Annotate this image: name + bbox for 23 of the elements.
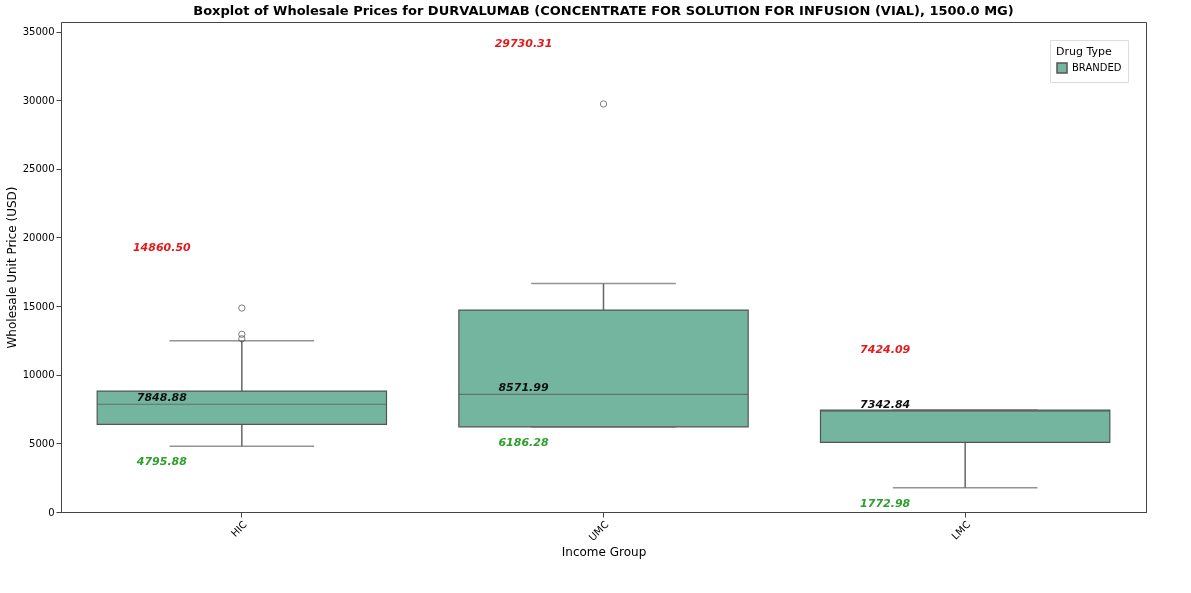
- legend-title: Drug Type: [1056, 45, 1112, 58]
- y-tick-label: 5000: [29, 437, 55, 449]
- x-axis-title: Income Group: [561, 544, 647, 559]
- annotation: 14860.50: [132, 241, 192, 255]
- chart-title: Boxplot of Wholesale Prices for DURVALUMAB (CONCENTRATE FOR SOLUTION FOR INFUSION (VIAL), 1500.0 MG): [193, 3, 1014, 18]
- y-tick-label: 30000: [22, 94, 55, 106]
- annotation: 7424.09: [860, 343, 911, 357]
- annotation: 7342.84: [860, 398, 911, 412]
- y-tick-label: 0: [48, 506, 55, 518]
- x-tick-label: HIC: [228, 518, 249, 539]
- annotation: 6186.28: [498, 436, 549, 450]
- y-axis-title: Wholesale Unit Price (USD): [4, 186, 19, 349]
- y-tick-label: 25000: [22, 163, 55, 175]
- y-tick-label: 20000: [22, 231, 55, 243]
- annotation: 7848.88: [136, 391, 188, 405]
- annotation: 29730.31: [494, 36, 553, 50]
- legend-label: BRANDED: [1072, 62, 1122, 73]
- y-tick-label: 10000: [22, 369, 55, 381]
- annotation: 1772.98: [860, 496, 911, 510]
- annotation: 4795.88: [135, 455, 188, 469]
- y-tick-label: 15000: [22, 300, 55, 312]
- annotation: 8571.99: [498, 381, 549, 395]
- y-tick-label: 35000: [22, 26, 55, 38]
